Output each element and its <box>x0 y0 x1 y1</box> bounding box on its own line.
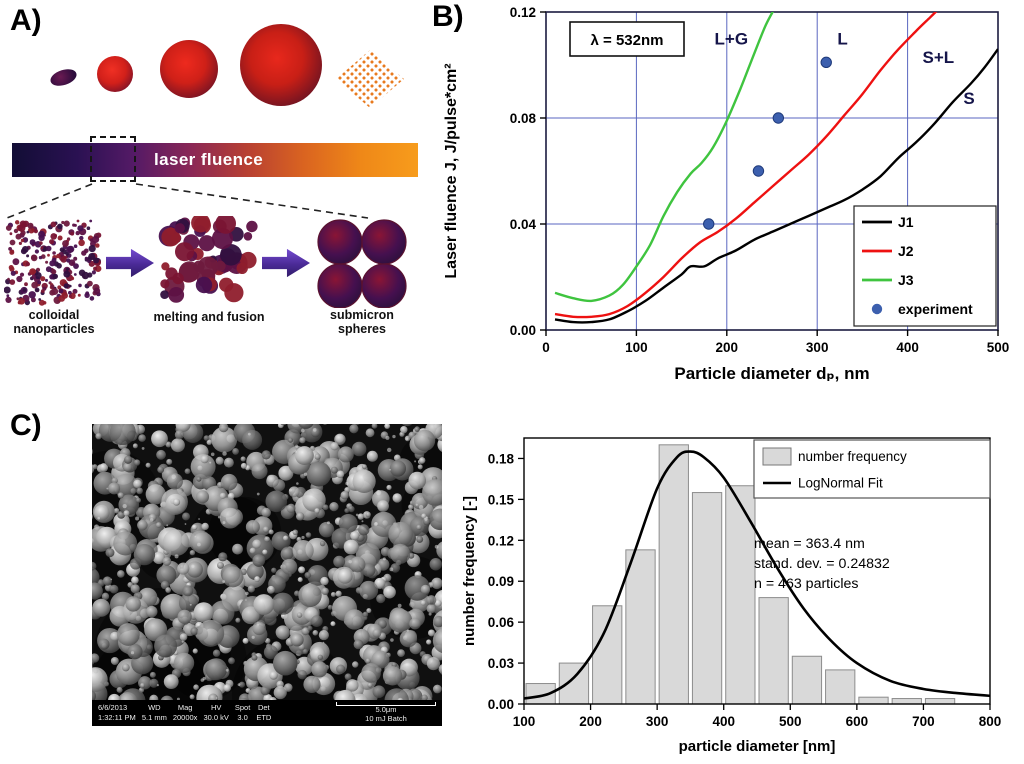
svg-text:0.03: 0.03 <box>488 656 515 671</box>
svg-text:0.18: 0.18 <box>488 451 515 466</box>
svg-text:700: 700 <box>912 714 935 729</box>
svg-text:300: 300 <box>646 714 669 729</box>
tick-labels: 0 100 200 300 400 500 0.00 0.04 0.08 0.12 <box>510 5 1010 355</box>
sem-meta-col-wd: WD 5.1 mm <box>141 703 167 722</box>
stats-line-1: mean = 363.4 nm <box>754 536 865 552</box>
svg-text:100: 100 <box>625 340 648 355</box>
panel-c: C) 6/6/2013 1:32:11 PM WD 5.1 mm Mag 20000x HV… <box>0 405 1024 764</box>
fragmentation-dots <box>336 50 404 108</box>
legend-swatch-frequency <box>762 447 792 466</box>
svg-text:500: 500 <box>987 340 1010 355</box>
svg-text:0.00: 0.00 <box>510 323 536 338</box>
panel-b-label: B) <box>432 0 464 33</box>
fluence-vs-diameter-chart: 0 100 200 300 400 500 0.00 0.04 0.08 0.12 Particle… <box>443 5 1010 383</box>
svg-text:200: 200 <box>579 714 602 729</box>
svg-text:0: 0 <box>542 340 550 355</box>
nanosphere-medium <box>160 40 218 98</box>
panel-b: B) 0 100 200 300 400 500 0.00 0.04 0.08 0.12 Parti… <box>430 0 1024 410</box>
stats-line-2: stand. dev. = 0.24832 <box>754 556 890 572</box>
sem-scale-block: 5.0μm 10 mJ Batch <box>336 702 436 723</box>
sem-meta-col-mag: Mag 20000x <box>172 703 198 722</box>
histogram-bars <box>525 444 956 705</box>
svg-text:300: 300 <box>806 340 829 355</box>
colloidal-nanoparticles-image <box>4 219 102 306</box>
sem-image <box>92 424 442 700</box>
tick-labels: 100 200 300 400 500 600 700 800 0.00 0.03 0.06 0.09… <box>488 451 1002 729</box>
panel-a: A) laser fluence colloidal nanoparticles… <box>0 0 430 405</box>
caption-colloidal-nanoparticles: colloidal nanoparticles <box>13 308 95 337</box>
series-lines <box>554 12 998 324</box>
series-J1 <box>554 48 998 324</box>
axis-ticks <box>518 457 991 710</box>
laser-fluence-label: laser fluence <box>154 150 264 169</box>
svg-text:800: 800 <box>979 714 1002 729</box>
axis-ticks <box>540 11 999 336</box>
sem-scale-ruler <box>336 702 436 707</box>
laser-fluence-gradient-bar: laser fluence <box>12 143 418 177</box>
legend-box <box>753 439 991 499</box>
svg-text:200: 200 <box>716 340 739 355</box>
legend-label-J1: J1 <box>898 214 914 230</box>
svg-text:0.04: 0.04 <box>510 217 537 232</box>
sem-meta-col-det: Det ETD <box>256 703 272 722</box>
wavelength-annotation-box <box>569 21 685 57</box>
sem-scale-label: 5.0μm <box>375 705 397 715</box>
stats-line-3: n = 463 particles <box>754 576 859 592</box>
experiment-points <box>703 56 832 230</box>
region-label-S: S <box>963 89 974 108</box>
submicron-spheres-image <box>317 219 407 308</box>
plot-frame <box>523 437 991 705</box>
svg-text:0.00: 0.00 <box>488 697 514 712</box>
svg-text:0.12: 0.12 <box>510 5 536 20</box>
sem-batch-label: 10 mJ Batch <box>365 714 407 723</box>
svg-text:100: 100 <box>513 714 536 729</box>
svg-text:400: 400 <box>896 340 919 355</box>
series-J2 <box>554 12 938 319</box>
x-axis-title: Particle diameter dₚ, nm <box>674 364 869 383</box>
legend-label-J3: J3 <box>898 272 914 288</box>
svg-text:500: 500 <box>779 714 802 729</box>
caption-submicron-spheres: submicron spheres <box>330 308 394 337</box>
panel-c-label: C) <box>10 409 42 442</box>
sem-meta-col-6-6-2013: 6/6/2013 1:32:11 PM <box>98 703 136 722</box>
svg-text:0.12: 0.12 <box>488 533 514 548</box>
legend-label-fit: LogNormal Fit <box>798 476 883 491</box>
process-arrow-2 <box>262 248 310 278</box>
melting-fusion-image <box>158 216 258 303</box>
panel-a-label: A) <box>10 4 42 37</box>
series-J3 <box>554 12 775 303</box>
process-arrow-1 <box>106 248 154 278</box>
svg-text:0.09: 0.09 <box>488 574 514 589</box>
sem-micrograph: 6/6/2013 1:32:11 PM WD 5.1 mm Mag 20000x HV 30.… <box>92 424 442 726</box>
y-axis-title: number frequency [-] <box>461 496 478 646</box>
lognormal-fit-curve <box>523 450 991 700</box>
sem-meta-col-spot: Spot 3.0 <box>234 703 251 722</box>
svg-text:0.15: 0.15 <box>488 492 515 507</box>
nanosphere-large <box>240 24 322 106</box>
seed-particle-ellipse <box>48 66 79 89</box>
svg-text:600: 600 <box>846 714 869 729</box>
svg-text:0.06: 0.06 <box>488 615 515 630</box>
sem-metadata-bar: 6/6/2013 1:32:11 PM WD 5.1 mm Mag 20000x HV 30.… <box>92 700 442 726</box>
x-axis-title: particle diameter [nm] <box>679 738 836 755</box>
legend-swatch-experiment <box>871 303 883 315</box>
fluence-range-marker <box>90 136 136 182</box>
legend-label-experiment: experiment <box>898 301 973 317</box>
region-label-S+L: S+L <box>923 48 955 67</box>
size-distribution-chart: 100 200 300 400 500 600 700 800 0.00 0.03 0.06 0.09… <box>461 437 1002 755</box>
region-label-L: L <box>837 30 847 49</box>
y-axis-title: Laser fluence J, J/pulse*cm² <box>443 63 460 278</box>
dash-line-right <box>135 183 369 219</box>
legend-label-J2: J2 <box>898 243 914 259</box>
svg-text:0.08: 0.08 <box>510 111 537 126</box>
caption-melting-and-fusion: melting and fusion <box>153 310 265 324</box>
svg-text:400: 400 <box>712 714 735 729</box>
dash-line-left <box>6 183 93 219</box>
legend-label-frequency: number frequency <box>798 449 907 464</box>
region-label-L+G: L+G <box>715 30 749 49</box>
sem-meta-col-hv: HV 30.0 kV <box>203 703 229 722</box>
wavelength-annotation-label: λ = 532nm <box>591 32 664 49</box>
nanosphere-small <box>97 56 133 92</box>
